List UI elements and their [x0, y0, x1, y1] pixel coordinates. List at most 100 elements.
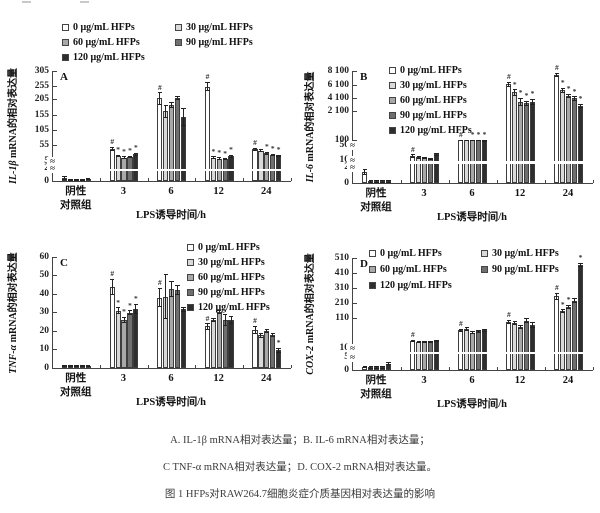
error-bar-cap [205, 81, 210, 83]
legend-swatch [62, 24, 69, 31]
sig-mark: * [482, 130, 487, 140]
error-bar-cap [464, 327, 469, 329]
y-axis-tick-label: 410 [334, 267, 349, 278]
sig-mark: * [128, 146, 132, 156]
legend: 0 μg/mL HFPs 30 μg/mL HFPs 60 μg/mL HFPs 90… [62, 22, 328, 67]
axis-break-stripe [354, 351, 593, 355]
y-axis-tick [53, 145, 57, 147]
legend-item: 90 μg/mL HFPs [175, 37, 288, 50]
error-bar-cap [380, 366, 385, 368]
error-bar [435, 340, 437, 342]
legend: 0 μg/mL HFPs 30 μg/mL HFPs 60 μg/mL HFPs 90… [187, 242, 327, 317]
error-bar-cap [110, 278, 115, 280]
x-tick [100, 177, 102, 181]
y-axis-tick [353, 97, 357, 99]
x-tick [195, 177, 197, 181]
error-bar [159, 288, 161, 307]
error-bar-cap [222, 159, 228, 161]
legend-swatch [481, 250, 488, 257]
error-bar-cap [476, 330, 481, 331]
error-bar-cap [554, 76, 560, 78]
error-bar [254, 148, 256, 151]
legend-swatch [187, 304, 194, 311]
error-bar-cap [127, 310, 133, 312]
bar [410, 156, 416, 183]
category-label: 阴性 [65, 373, 87, 384]
y-axis-tick-label: 210 [334, 297, 349, 308]
legend-swatch [389, 127, 396, 134]
x-tick [400, 179, 402, 183]
y-axis-tick [353, 257, 357, 259]
legend-swatch [187, 274, 194, 281]
legend-swatch [187, 259, 194, 266]
axis-break-mark: ≈ [347, 155, 358, 165]
error-bar-cap [410, 340, 416, 342]
error-bar-cap [422, 340, 427, 342]
error-bar-cap [169, 107, 174, 109]
error-bar [81, 365, 83, 367]
error-bar [64, 365, 66, 367]
bar [174, 290, 181, 368]
error-bar [206, 323, 208, 330]
error-bar-cap [80, 366, 85, 368]
error-bar-cap [217, 312, 222, 314]
sig-mark: # [458, 318, 463, 328]
error-bar-cap [68, 178, 73, 180]
error-bar-cap [566, 304, 571, 306]
error-bar-cap [530, 321, 535, 323]
error-bar [177, 285, 179, 295]
error-bar-cap [506, 322, 512, 324]
category-label: 24 [562, 375, 574, 386]
sig-mark: * [133, 143, 138, 153]
gene-name: IL-1β [8, 160, 19, 184]
category-label: 阴性 [365, 188, 387, 199]
axis-break-mark: ≈ [47, 163, 58, 173]
y-axis-tick [53, 129, 57, 131]
error-bar-cap [362, 174, 368, 175]
legend-label: 120 μg/mL HFPs [400, 125, 472, 136]
legend-item: 90 μg/mL HFPs [481, 264, 593, 277]
error-bar [526, 101, 528, 106]
y-axis-tick-label: 10 [39, 344, 50, 354]
bar [506, 321, 512, 370]
caption-line-1: A. IL-1β mRNA相对表达量；B. IL-6 mRNA相对表达量； [170, 435, 430, 446]
legend-swatch [369, 250, 376, 257]
error-bar-cap [205, 90, 210, 91]
error-bar-cap [121, 156, 127, 158]
y-axis-tick [353, 317, 357, 319]
legend-label: 30 μg/mL HFPs [400, 80, 467, 91]
error-bar [430, 158, 432, 160]
error-bar-cap [386, 181, 391, 183]
y-axis-tick-label: 55 [39, 140, 50, 151]
error-bar-cap [482, 330, 487, 332]
error-bar [424, 157, 426, 159]
sig-mark: * [566, 84, 571, 94]
category-label: 24 [562, 188, 574, 199]
bar [481, 330, 488, 370]
y-axis-tick-label: 0 [344, 364, 349, 375]
error-bar-cap [276, 154, 281, 156]
x-tick [592, 366, 594, 370]
error-bar-cap [181, 307, 186, 309]
bar [127, 312, 133, 368]
legend-item: 120 μg/mL HFPs [187, 302, 287, 315]
error-bar [87, 178, 89, 180]
y-axis-tick-label: 4 100 [327, 92, 349, 103]
legend-label: 120 μg/mL HFPs [73, 52, 145, 63]
error-bar [230, 155, 232, 158]
error-bar-cap [74, 364, 79, 366]
category-label: 3 [421, 375, 427, 386]
error-bar-cap [470, 331, 475, 333]
legend-label: 90 μg/mL HFPs [198, 287, 265, 298]
error-bar-cap [476, 139, 481, 141]
bar [258, 150, 264, 181]
y-axis-tick-label: 510 [334, 252, 349, 263]
caption-line-3: 图 1 HFPs对RAW264.7细胞炎症介质基因相对表达量的影响 [164, 489, 436, 500]
x-tick [544, 366, 546, 370]
error-bar [182, 108, 184, 126]
bar [204, 326, 211, 368]
error-bar-cap [458, 330, 464, 332]
error-bar-cap [252, 150, 258, 152]
y-axis-tick [53, 367, 57, 369]
error-bar-cap [368, 367, 373, 369]
